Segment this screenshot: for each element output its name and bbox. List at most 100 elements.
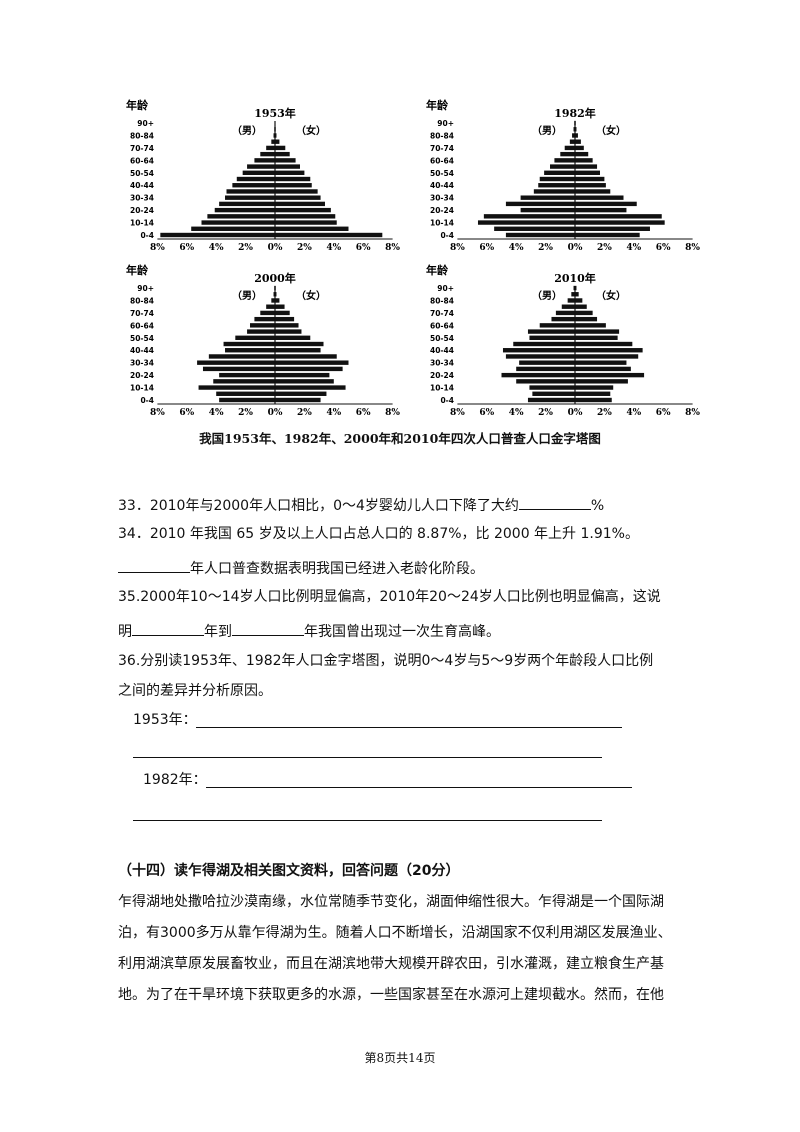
age-tick-label: 70-74 xyxy=(130,144,154,153)
age-tick-label: 10-14 xyxy=(130,384,154,393)
bar-male xyxy=(554,158,575,163)
bar-male xyxy=(550,164,575,169)
bar-female xyxy=(275,348,321,353)
bar-male xyxy=(505,232,575,238)
bar-female xyxy=(575,139,581,144)
q35-text-c: 年我国曾出现过一次生育高峰。 xyxy=(304,624,500,640)
bar-male xyxy=(539,323,575,328)
age-tick-label: 0-4 xyxy=(440,231,454,240)
answer-1953-line-1[interactable] xyxy=(196,727,622,728)
answer-1982-line-1[interactable] xyxy=(206,787,632,788)
bar-female xyxy=(275,139,280,144)
bar-female xyxy=(575,298,583,303)
bar-male xyxy=(160,232,275,238)
age-tick-label: 80-84 xyxy=(430,296,454,305)
bar-male xyxy=(520,207,575,213)
bar-female xyxy=(275,201,325,207)
q35-answer-blank-1[interactable] xyxy=(132,621,204,636)
bar-male xyxy=(219,372,275,378)
bar-male xyxy=(539,176,575,182)
section-heading: （十四）读乍得湖及相关图文资料，回答问题（20分） xyxy=(118,863,460,879)
bar-female xyxy=(275,176,311,182)
chart-title: 2000年 xyxy=(254,271,296,285)
bar-male xyxy=(225,348,275,353)
answer-1982-line-2[interactable] xyxy=(133,820,602,821)
bar-female xyxy=(575,232,640,238)
bar-male xyxy=(564,145,575,151)
age-tick-label: 40-44 xyxy=(430,346,454,355)
bar-male xyxy=(223,341,275,347)
female-label: （女） xyxy=(296,289,326,302)
bar-male xyxy=(532,391,575,396)
bar-male xyxy=(213,379,275,384)
bar-male xyxy=(573,127,575,132)
bar-female xyxy=(575,220,665,225)
bar-female xyxy=(275,292,277,297)
question-36-line2: 之间的差异并分析原因。 xyxy=(118,683,272,699)
x-tick-label: 0% xyxy=(568,243,583,253)
bar-female xyxy=(275,304,285,309)
bar-female xyxy=(275,170,305,175)
bar-male xyxy=(560,151,575,157)
x-tick-label: 8% xyxy=(450,243,465,253)
bar-male xyxy=(191,226,275,231)
x-tick-label: 6% xyxy=(656,408,671,418)
x-tick-label: 2% xyxy=(297,243,312,253)
pyramid-2010-svg: 年龄 2010年 （男） （女） 0-4 10-14 20-24 30-34 40-44 50-5… xyxy=(426,263,700,418)
x-tick-label: 2% xyxy=(597,408,612,418)
age-tick-label: 20-24 xyxy=(430,206,454,215)
x-tick-label: 8% xyxy=(685,243,700,253)
age-tick-label: 50-54 xyxy=(130,334,154,343)
bar-female xyxy=(275,151,290,157)
bar-male xyxy=(505,201,575,207)
x-tick-label: 2% xyxy=(597,243,612,253)
x-tick-label: 4% xyxy=(509,408,524,418)
q33-text: 33．2010年与2000年人口相比，0～4岁婴幼儿人口下降了大约 xyxy=(118,498,519,514)
y-axis-label: 年龄 xyxy=(426,98,449,112)
age-tick-label: 70-74 xyxy=(130,309,154,318)
chart-title: 1982年 xyxy=(554,106,596,120)
y-axis-label: 年龄 xyxy=(126,98,149,112)
bar-male xyxy=(520,195,575,200)
bar-female xyxy=(275,379,334,384)
age-tick-label: 50-54 xyxy=(430,169,454,178)
age-tick-label: 80-84 xyxy=(130,131,154,140)
bar-male xyxy=(214,207,275,213)
male-label: （男） xyxy=(532,124,562,137)
bar-male xyxy=(208,354,275,359)
bar-male xyxy=(567,298,575,303)
bar-female xyxy=(575,391,611,396)
age-tick-label: 50-54 xyxy=(130,169,154,178)
bar-female xyxy=(575,158,593,163)
x-tick-label: 6% xyxy=(656,243,671,253)
x-tick-label: 2% xyxy=(297,408,312,418)
bar-male xyxy=(538,183,575,188)
bar-female xyxy=(575,127,577,132)
male-label: （男） xyxy=(532,289,562,302)
bar-male xyxy=(254,316,275,322)
bar-male xyxy=(271,139,275,144)
bar-male xyxy=(216,391,275,396)
bar-male xyxy=(527,329,575,334)
x-tick-label: 0% xyxy=(268,243,283,253)
q35-answer-blank-2[interactable] xyxy=(232,621,304,636)
bar-female xyxy=(275,341,324,347)
age-tick-label: 70-74 xyxy=(430,144,454,153)
age-tick-label: 20-24 xyxy=(130,371,154,380)
q33-answer-blank[interactable] xyxy=(518,495,591,510)
age-tick-label: 40-44 xyxy=(130,346,154,355)
bar-female xyxy=(575,316,598,322)
bar-male xyxy=(561,304,575,309)
answer-1953-line-2[interactable] xyxy=(133,757,602,758)
bar-female xyxy=(275,316,295,322)
chart-title: 1953年 xyxy=(254,106,296,120)
bar-female xyxy=(275,207,331,213)
q34-answer-blank[interactable] xyxy=(118,558,190,573)
bar-male xyxy=(226,189,275,194)
x-tick-label: 8% xyxy=(150,408,165,418)
bar-male xyxy=(477,220,575,225)
x-tick-label: 2% xyxy=(238,408,253,418)
bar-female xyxy=(275,158,296,163)
bar-female xyxy=(575,189,611,194)
bar-female xyxy=(275,329,302,334)
